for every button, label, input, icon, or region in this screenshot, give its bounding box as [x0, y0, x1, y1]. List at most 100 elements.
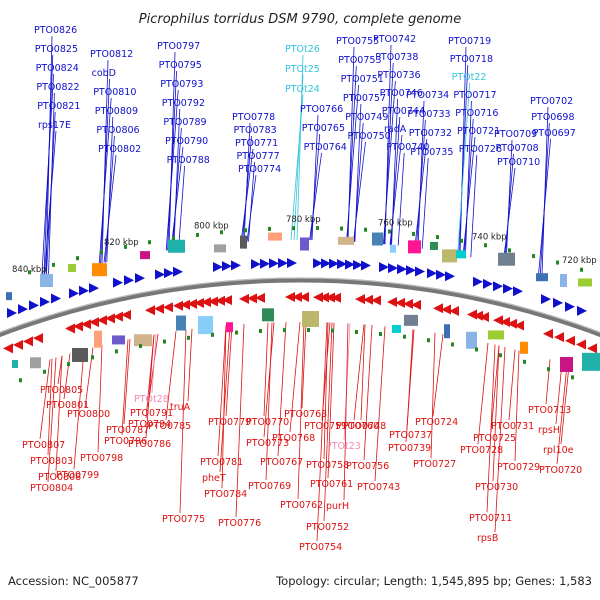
top-gene-label: PTO0809: [95, 106, 138, 117]
feature-box-forward: [140, 251, 150, 260]
bottom-connector-line: [57, 355, 63, 385]
top-connector-line: [311, 114, 319, 241]
forward-gene-arrow: [577, 305, 587, 316]
top-connector-line: [462, 136, 476, 256]
forward-gene-arrow: [541, 294, 551, 305]
feature-box-reverse: [134, 334, 152, 347]
kbp-label: 720 kbp: [562, 256, 597, 266]
reverse-gene-arrow: [543, 328, 553, 339]
bottom-gene-label: PTO0743: [357, 482, 400, 493]
top-gene-label: PTO0792: [162, 98, 205, 109]
reverse-gene-arrow: [163, 302, 173, 313]
top-gene-label: PTO0755: [336, 36, 379, 47]
top-connector-line: [43, 130, 57, 280]
position-tick: [235, 330, 238, 335]
forward-gene-arrow: [7, 307, 17, 318]
top-connector-line: [240, 148, 254, 243]
top-connector-line: [470, 154, 478, 258]
reverse-gene-arrow: [113, 311, 123, 322]
position-tick: [580, 267, 583, 272]
bottom-gene-label: truA: [170, 402, 191, 413]
reverse-gene-arrow: [208, 296, 218, 307]
position-tick: [292, 226, 295, 231]
top-gene-label: PTO0777: [237, 151, 280, 162]
top-gene-label: PTO0826: [34, 25, 77, 36]
feature-box-reverse: [94, 330, 102, 348]
bottom-connector-line: [508, 349, 516, 421]
bottom-gene-label: PTO0785: [148, 421, 191, 432]
forward-gene-arrow: [513, 286, 523, 297]
reverse-gene-arrow: [13, 339, 23, 350]
reverse-gene-arrow: [299, 292, 309, 303]
top-gene-label: PTO0802: [98, 144, 141, 155]
top-connector-line: [293, 74, 304, 241]
bottom-gene-label: PTO0727: [413, 459, 456, 470]
reverse-gene-arrow: [479, 312, 489, 323]
bottom-gene-label: PTO0770: [246, 417, 289, 428]
forward-gene-arrow: [173, 266, 183, 277]
summary-text: Topology: circular; Length: 1,545,895 bp…: [275, 574, 592, 588]
top-gene-label: PTO0742: [373, 34, 416, 45]
top-gene-label: PTO0736: [377, 70, 420, 81]
top-gene-label: PTOt25: [285, 64, 320, 75]
top-gene-label: PTO0735: [410, 147, 453, 158]
bottom-connector-line: [374, 326, 386, 482]
top-connector-line: [459, 46, 467, 256]
position-tick: [571, 375, 574, 380]
forward-gene-arrow: [379, 262, 389, 273]
reverse-gene-arrow: [441, 304, 451, 315]
reverse-gene-arrow: [247, 293, 257, 304]
backbone-highlight: [0, 277, 600, 334]
top-gene-label: PTO0757: [343, 93, 386, 104]
reverse-gene-arrow: [201, 297, 211, 308]
feature-box-reverse: [488, 330, 504, 340]
top-gene-label: PTO0734: [406, 90, 449, 101]
top-gene-label: PTO0771: [235, 138, 278, 149]
feature-box-reverse: [226, 322, 233, 333]
bottom-connector-line: [121, 339, 129, 436]
bottom-gene-label: PTO0773: [246, 438, 289, 449]
forward-gene-arrow: [313, 258, 323, 269]
bottom-gene-label: PTO0730: [475, 482, 518, 493]
position-tick: [139, 344, 142, 349]
top-gene-label: PTO0824: [36, 63, 79, 74]
reverse-gene-arrow: [411, 299, 421, 310]
forward-gene-arrow: [415, 266, 425, 277]
position-tick: [91, 355, 94, 360]
reverse-gene-arrow: [145, 305, 155, 316]
kbp-labels: 840 kbp 820 kbp 800 kbp 780 kbp 760 kbp 740 k…: [12, 215, 597, 275]
reverse-gene-arrow: [292, 292, 302, 303]
reverse-gene-arrow: [33, 333, 43, 344]
bottom-gene-label: PTO0794: [128, 419, 171, 430]
top-gene-label: PTO0738: [375, 52, 418, 63]
bottom-connector-line: [235, 323, 245, 518]
reverse-gene-arrow: [355, 294, 365, 305]
feature-box-reverse: [72, 347, 88, 362]
bottom-gene-label: PTO0754: [299, 542, 342, 553]
bottom-gene-label: PTO0759: [304, 421, 347, 432]
forward-gene-arrow: [269, 258, 279, 269]
bottom-gene-label: PTO0767: [260, 457, 303, 468]
feature-box-reverse: [30, 357, 41, 369]
bottom-gene-label: PTO0784: [204, 489, 247, 500]
bottom-gene-label: PTO0713: [528, 405, 571, 416]
top-gene-label: PTO0746: [380, 88, 423, 99]
feature-box-forward: [408, 240, 421, 254]
top-gene-label: PTO0721: [457, 126, 500, 137]
bottom-gene-label: PTO0760: [336, 421, 379, 432]
position-tick: [163, 339, 166, 344]
forward-gene-arrow: [260, 258, 270, 269]
feature-box-reverse: [466, 331, 477, 349]
reverse-gene-arrow: [97, 315, 107, 326]
bottom-connector-line: [490, 345, 500, 433]
reverse-gene-arrow: [194, 297, 204, 308]
top-gene-label: PTOt26: [285, 44, 320, 55]
top-connector-line: [170, 146, 184, 250]
reverse-gene-arrow: [325, 292, 335, 303]
position-tick: [403, 334, 406, 339]
reverse-gene-arrow: [105, 313, 115, 324]
bottom-gene-label: PTO0801: [46, 400, 89, 411]
bottom-gene-label: PTO0758: [306, 460, 349, 471]
bottom-connector-line: [63, 353, 71, 400]
bottom-gene-label: PTO0739: [388, 443, 431, 454]
